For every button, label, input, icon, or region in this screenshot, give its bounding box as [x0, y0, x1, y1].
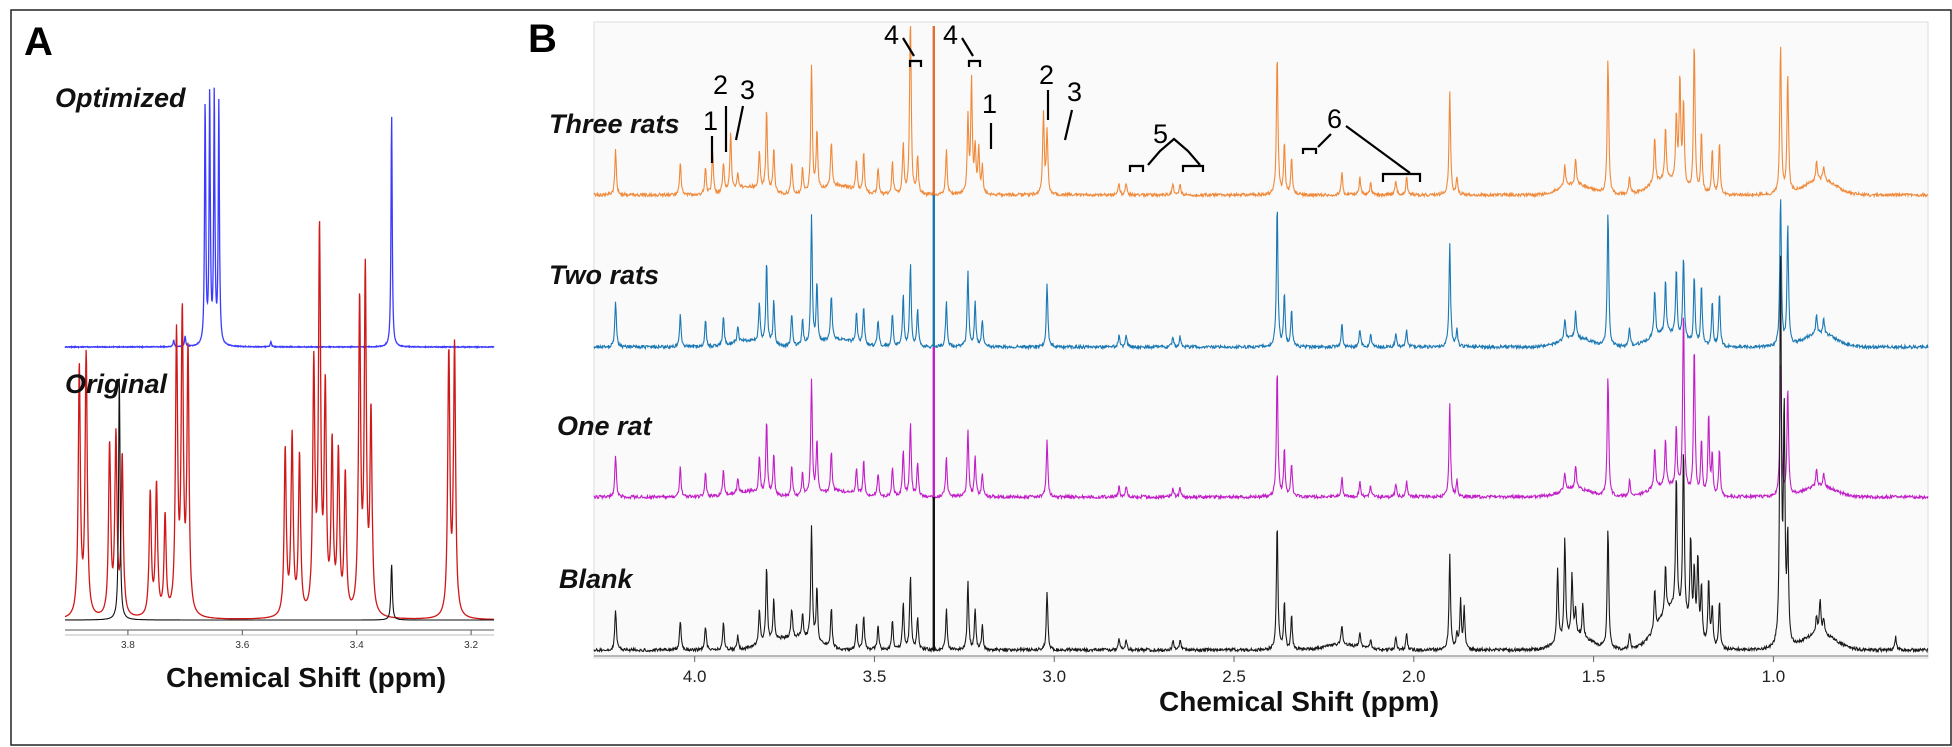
annotation-label-6: 6 — [1327, 104, 1342, 134]
annotation-label-3-left: 3 — [740, 75, 755, 105]
panel-a-traces — [64, 87, 495, 621]
label-three-rats: Three rats — [549, 109, 680, 139]
panel-a-ticks: 3.8 3.6 3.4 3.2 — [121, 630, 479, 651]
panel-b-tick-label: 1.0 — [1762, 667, 1786, 686]
label-two-rats: Two rats — [549, 260, 659, 290]
panel-a-x-axis-title: Chemical Shift (ppm) — [166, 662, 446, 693]
panel-b-x-axis-title: Chemical Shift (ppm) — [1159, 686, 1439, 717]
panel-b-trace-blank — [593, 255, 1929, 654]
panel-b-tick-label: 1.5 — [1582, 667, 1606, 686]
annotation-label-2-left: 2 — [713, 70, 728, 100]
annotation-4-left-line — [902, 37, 915, 57]
label-blank: Blank — [559, 564, 635, 594]
label-optimized: Optimized — [55, 83, 186, 113]
panel-b: 4.0 3.5 3.0 2.5 2.0 1.5 1.0 Three rats Two rat… — [549, 20, 1929, 717]
panel-b-trace-one-rat — [593, 317, 1929, 501]
annotation-label-4-right: 4 — [943, 20, 958, 50]
panel-b-tick-label: 2.5 — [1222, 667, 1246, 686]
panel-b-plot-background — [593, 21, 1929, 659]
panel-b-tick-label: 3.5 — [863, 667, 887, 686]
panel-b-ticks: 4.0 3.5 3.0 2.5 2.0 1.5 1.0 — [683, 656, 1785, 686]
annotation-label-5: 5 — [1153, 119, 1168, 149]
label-one-rat: One rat — [557, 411, 653, 441]
panel-b-tick-label: 3.0 — [1042, 667, 1066, 686]
annotation-6-left-bracket — [1301, 147, 1318, 154]
annotation-label-1-right: 1 — [982, 89, 997, 119]
figure-border — [10, 9, 1952, 746]
panel-a: 3.8 3.6 3.4 3.2 Optimized Original Chemical… — [55, 83, 495, 693]
annotation-label-3-right: 3 — [1067, 77, 1082, 107]
panel-a-tick-label: 3.6 — [235, 640, 249, 651]
annotation-label-2-right: 2 — [1039, 60, 1054, 90]
panel-b-traces — [593, 25, 1929, 654]
annotation-6-right-bracket — [1381, 172, 1422, 182]
label-original: Original — [65, 369, 168, 399]
panel-a-trace-original — [64, 221, 494, 620]
panel-b-tick-label: 2.0 — [1402, 667, 1426, 686]
panel-a-trace-original-overlay — [65, 378, 494, 621]
annotation-4-right-bracket — [967, 59, 982, 67]
panel-b-trace-two-rats — [593, 199, 1929, 351]
annotation-4-right-line — [961, 37, 974, 57]
panel-a-letter: A — [24, 20, 53, 64]
panel-b-trace-three-rats — [593, 25, 1929, 199]
annotation-6-left-line — [1317, 133, 1332, 148]
annotation-6-right-line — [1345, 125, 1411, 174]
annotation-labels: 1 2 3 4 4 1 2 3 5 6 — [703, 20, 1342, 149]
panel-b-tick-label: 4.0 — [683, 667, 707, 686]
annotation-5-right-bracket — [1181, 164, 1205, 172]
annotation-3-left-line — [734, 105, 745, 141]
panel-a-trace-optimized — [64, 87, 495, 349]
panel-a-tick-label: 3.8 — [121, 640, 135, 651]
annotation-5-lines — [1147, 137, 1201, 166]
annotation-label-4-left: 4 — [884, 20, 899, 50]
panel-a-tick-label: 3.4 — [350, 640, 364, 651]
annotation-3-right-line — [1063, 109, 1074, 141]
annotation-5-left-bracket — [1128, 164, 1145, 172]
annotation-label-1-left: 1 — [703, 106, 718, 136]
peak-annotations — [710, 37, 1422, 182]
panel-b-letter: B — [528, 17, 557, 61]
annotation-4-left-bracket — [908, 59, 923, 67]
panel-a-tick-label: 3.2 — [464, 640, 478, 651]
